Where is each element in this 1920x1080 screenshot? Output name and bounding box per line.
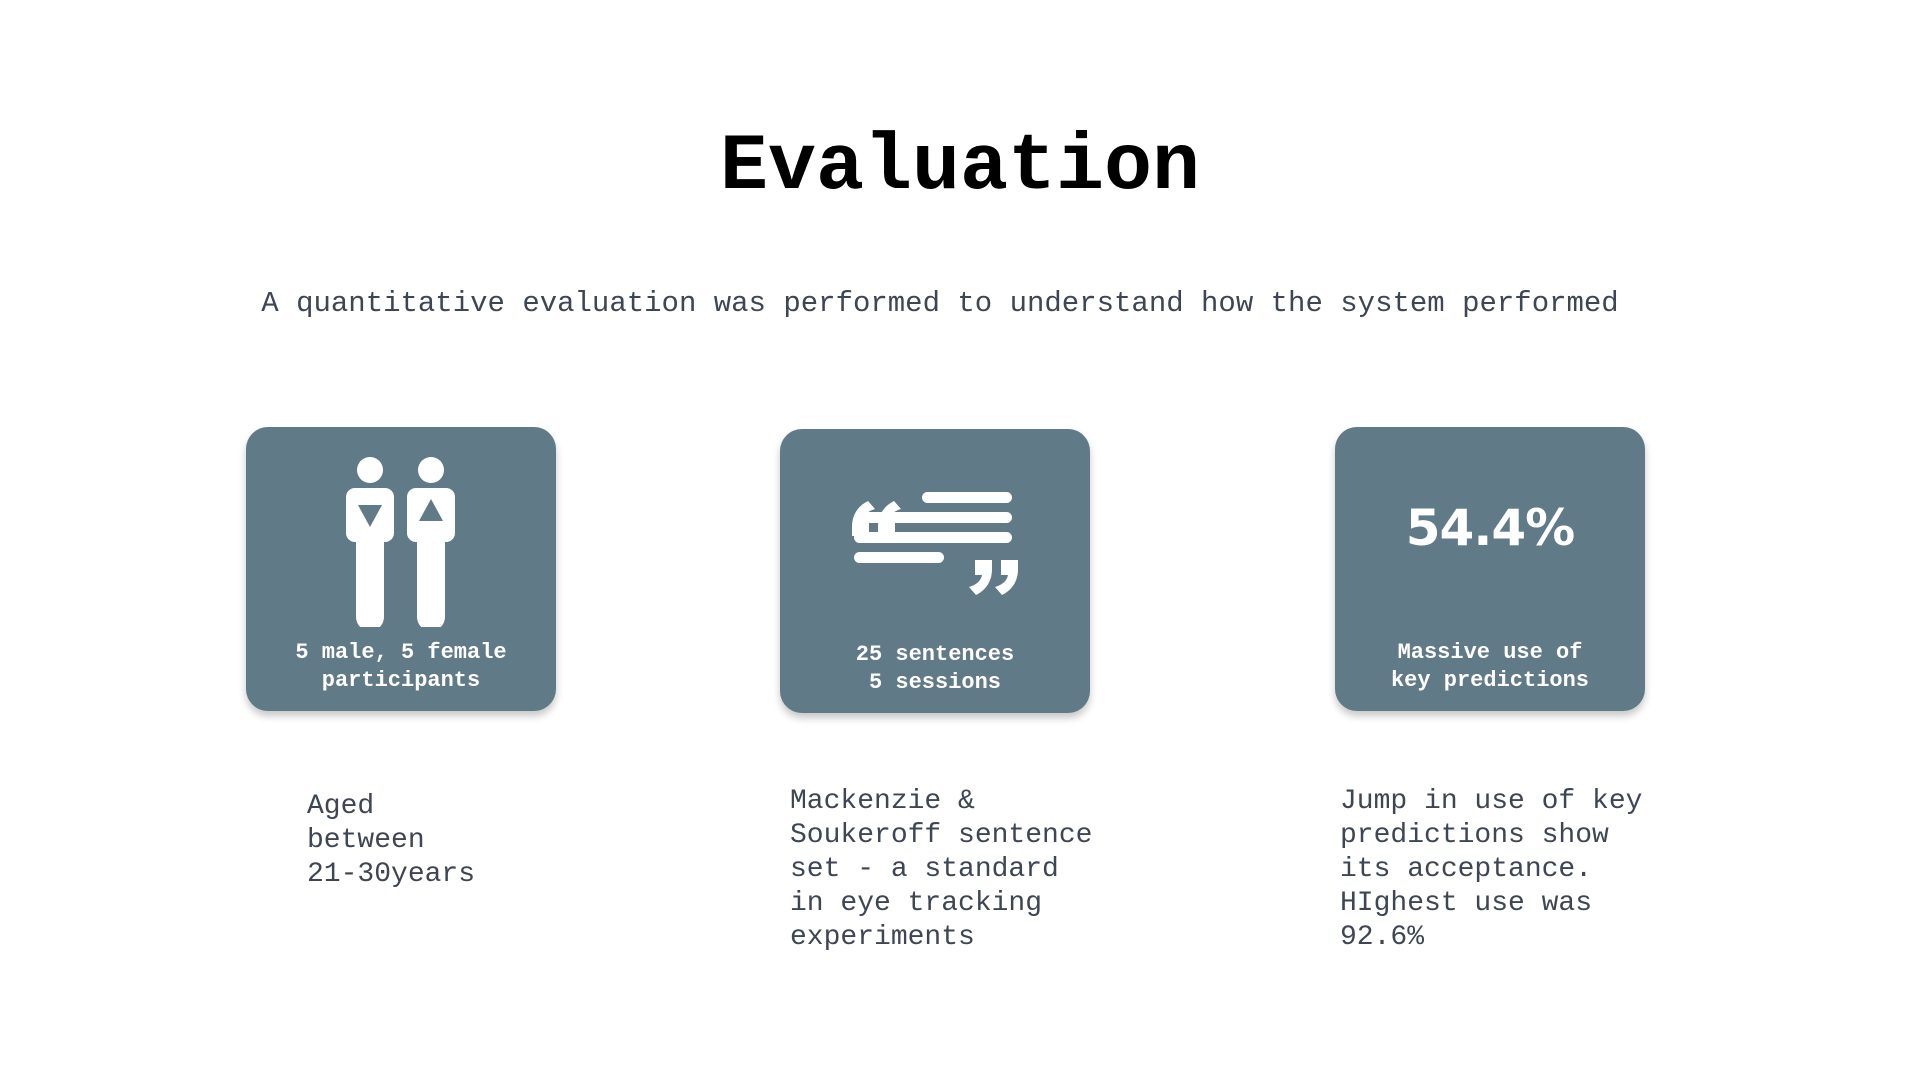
key-predictions-stat: 54.4%: [1405, 499, 1575, 557]
slide-subtitle: A quantitative evaluation was performed …: [261, 287, 1619, 320]
sentences-caption: 25 sentences 5 sessions: [855, 642, 1015, 695]
sentences-description: Mackenzie & Soukeroff sentence set - a s…: [790, 786, 1093, 953]
participants-card: 5 male, 5 female participants: [246, 427, 556, 711]
participants-description: Aged between 21-30years: [307, 791, 476, 890]
key-predictions-caption: Massive use of key predictions: [1390, 640, 1590, 693]
key-predictions-description: Jump in use of key predictions show its …: [1340, 786, 1643, 953]
participants-caption: 5 male, 5 female participants: [295, 640, 507, 693]
quote-text-icon: [852, 492, 1018, 595]
slide-title: Evaluation: [719, 122, 1201, 213]
key-predictions-card: 54.4% Massive use of key predictions: [1335, 427, 1645, 711]
sentences-card: 25 sentences 5 sessions: [780, 429, 1090, 713]
male-female-people-icon: [346, 457, 455, 627]
